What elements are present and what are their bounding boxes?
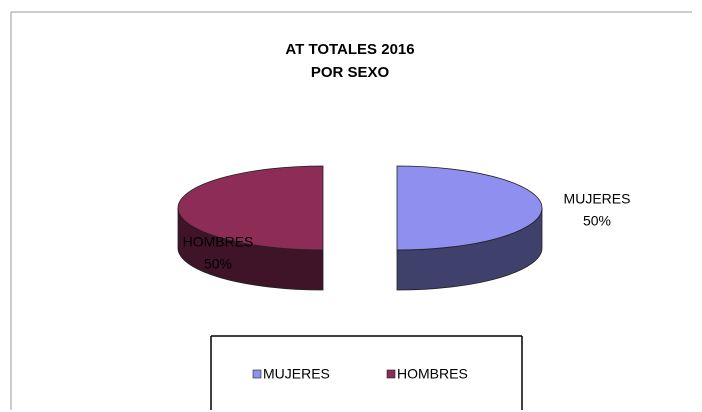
slice-top <box>396 165 543 251</box>
slice-top <box>177 165 324 251</box>
slice-label: MUJERES <box>564 191 631 207</box>
chart-title: AT TOTALES 2016 <box>285 41 414 58</box>
legend-label: HOMBRES <box>397 366 468 382</box>
pie-slice <box>396 165 543 291</box>
chart-title: POR SEXO <box>311 64 390 81</box>
slice-label: HOMBRES <box>183 234 254 250</box>
pie-slice <box>177 165 324 291</box>
legend-swatch <box>252 369 262 379</box>
slice-value-label: 50% <box>583 213 611 229</box>
legend-label: MUJERES <box>263 366 330 382</box>
slice-value-label: 50% <box>204 256 232 272</box>
legend-box <box>210 335 523 410</box>
legend-swatch <box>386 369 396 379</box>
